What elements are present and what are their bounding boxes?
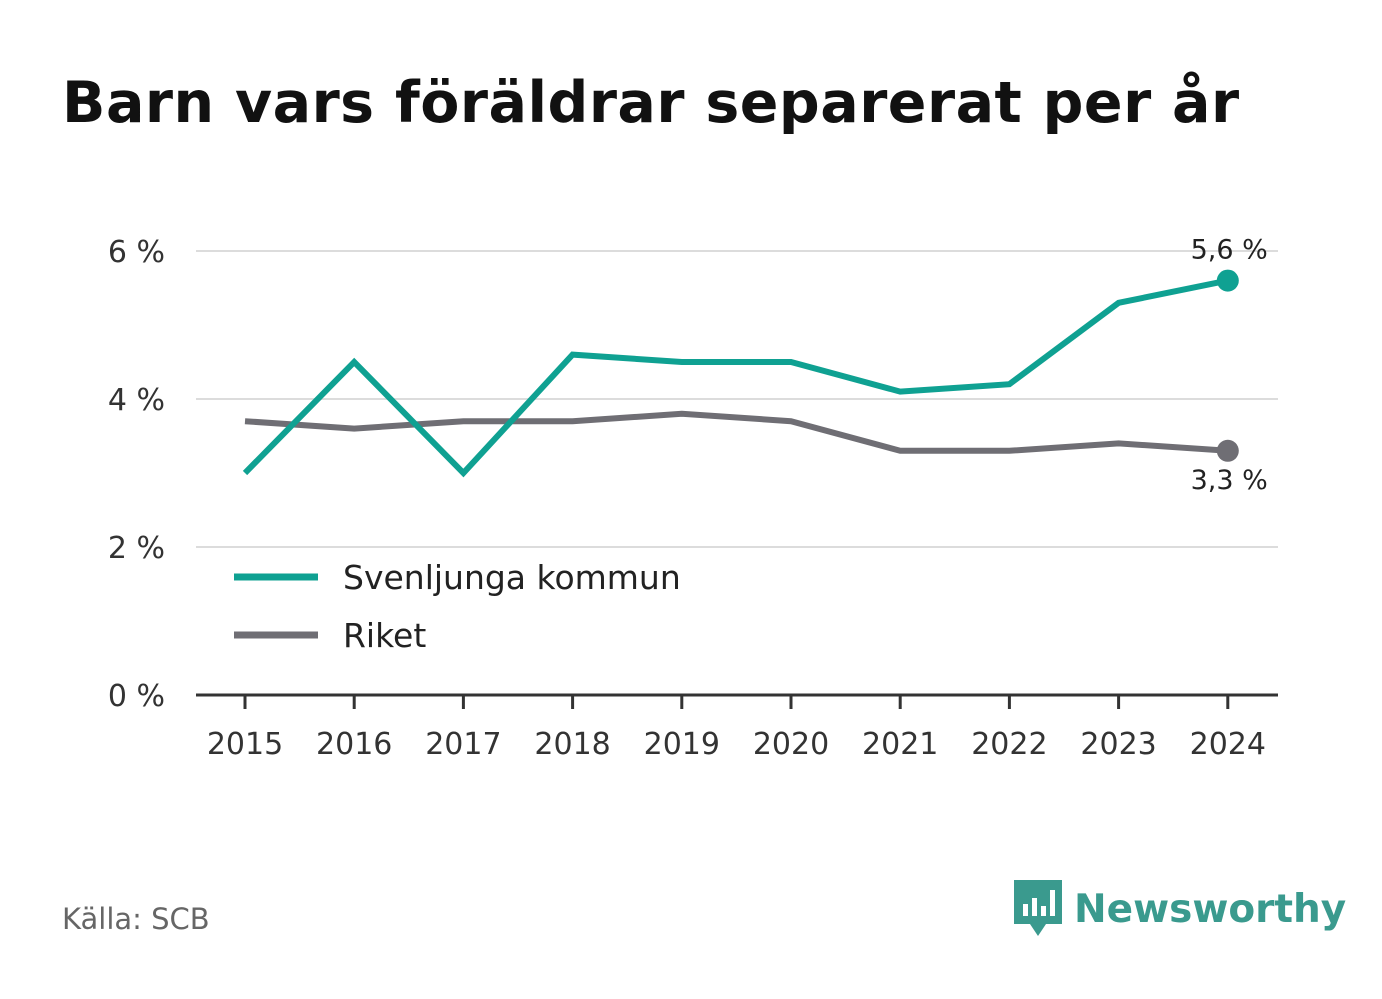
y-tick-label: 6 %: [108, 235, 165, 270]
source-note: Källa: SCB: [62, 902, 210, 936]
legend-background: [222, 549, 720, 665]
y-tick-label: 0 %: [108, 679, 165, 714]
x-tick-label: 2021: [862, 727, 938, 762]
end-point: [1216, 439, 1239, 462]
x-tick-label: 2017: [425, 727, 501, 762]
legend-label: Svenljunga kommun: [343, 558, 681, 597]
x-tick-label: 2023: [1080, 727, 1156, 762]
x-tick-label: 2024: [1190, 727, 1266, 762]
legend: Svenljunga kommun Riket: [222, 549, 720, 665]
end-point: [1216, 269, 1239, 292]
brand: Newsworthy: [1012, 878, 1346, 940]
x-tick-label: 2022: [971, 727, 1047, 762]
y-tick-label: 2 %: [108, 531, 165, 566]
end-value-label: 5,6 %: [1191, 235, 1268, 266]
x-tick-label: 2019: [644, 727, 720, 762]
series-lines: [242, 269, 1239, 478]
end-labels: 5,6 % 3,3 %: [1191, 235, 1268, 496]
chart-title: Barn vars föräldrar separerat per år: [62, 70, 1240, 136]
brand-name: Newsworthy: [1074, 886, 1347, 932]
series-line-svenljunga: [242, 277, 1229, 478]
grid-lines: [196, 250, 1278, 548]
x-tick-label: 2020: [753, 727, 829, 762]
x-axis: 2015 2016 2017 2018 2019 2020 2021 2022 2023 2024: [196, 693, 1278, 762]
x-tick-label: 2018: [534, 727, 610, 762]
newsworthy-logo-icon: [1014, 880, 1062, 936]
series-line-riket: [244, 410, 1229, 454]
x-tick-label: 2015: [207, 727, 283, 762]
y-axis-ticks: 0 % 2 % 4 % 6 %: [108, 235, 165, 714]
x-tick-label: 2016: [316, 727, 392, 762]
end-value-label: 3,3 %: [1191, 465, 1268, 496]
legend-label: Riket: [343, 616, 426, 655]
y-tick-label: 4 %: [108, 383, 165, 418]
